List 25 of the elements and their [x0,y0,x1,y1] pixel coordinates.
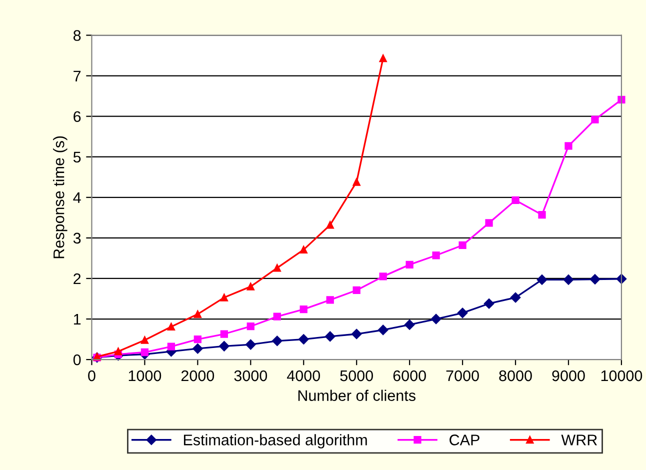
x-tick-label: 1000 [128,370,162,382]
x-axis-title: Number of clients [298,390,416,401]
y-tick-label: 4 [73,192,81,203]
y-tick-label: 6 [74,111,81,122]
x-tick-label: 0 [88,370,96,382]
x-tick-label: 6000 [393,370,426,382]
y-tick-label: 5 [73,152,81,163]
x-tick-label: 8000 [499,370,532,382]
x-tick-label: 4000 [286,370,320,382]
y-tick-label: 1 [74,314,81,325]
y-tick-label: 2 [74,273,81,284]
legend-label: WRR [561,434,597,446]
x-tick-label: 10000 [601,370,642,382]
x-tick-label: 5000 [340,370,373,382]
y-axis-title: Response time (s) [53,136,68,258]
y-tick-label: 7 [74,70,81,82]
x-tick-label: 7000 [446,370,479,382]
legend-label: Estimation-based algorithm [184,434,367,448]
legend-label: CAP [450,434,480,446]
x-tick-label: 9000 [552,370,585,382]
y-tick-label: 8 [73,30,81,41]
y-tick-label: 0 [73,354,81,366]
x-tick-label: 2000 [181,370,214,382]
x-tick-label: 3000 [234,370,268,382]
y-tick-label: 3 [73,232,81,244]
